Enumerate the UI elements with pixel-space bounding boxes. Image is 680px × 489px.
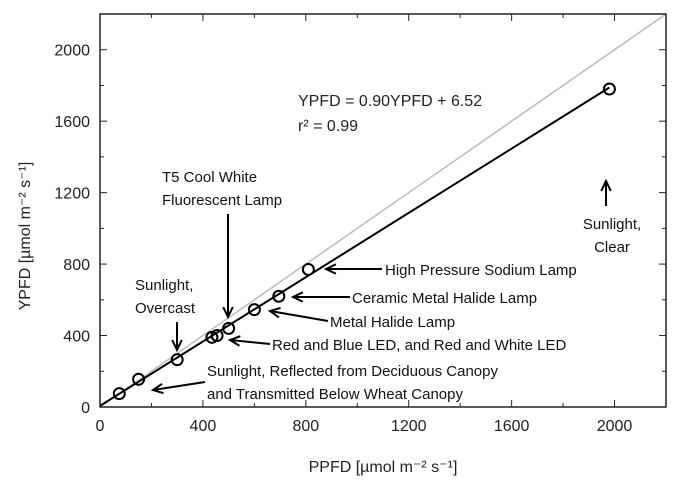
arrowhead-icon: [222, 306, 234, 320]
annotation-text: Ceramic Metal Halide Lamp: [352, 290, 537, 307]
data-point: [602, 82, 616, 96]
arrowhead-icon: [323, 263, 337, 275]
annotation-arrow: [152, 381, 206, 391]
annotation-text: and Transmitted Below Wheat Canopy: [207, 386, 463, 403]
annotation-text: Sunlight,: [583, 216, 641, 233]
reference-line: [99, 13, 667, 408]
equation-label: YPFD = 0.90YPFD + 6.52: [298, 93, 482, 110]
annotation-text: Sunlight, Reflected from Deciduous Canop…: [207, 363, 498, 380]
x-tick-label: 1200: [391, 418, 427, 435]
y-tick-label: 1200: [54, 186, 90, 203]
annotation-text: Sunlight,: [135, 277, 193, 294]
annotation: Sunlight, Reflected from Deciduous Canop…: [150, 363, 498, 403]
x-tick-label: 1600: [494, 418, 530, 435]
annotation: Metal Halide Lamp: [267, 307, 455, 331]
arrowhead-icon: [267, 307, 281, 319]
x-tick-label: 800: [292, 418, 319, 435]
annotation: Sunlight, Clear: [583, 178, 641, 256]
annotation: Sunlight, Overcast: [135, 277, 196, 353]
data-point: [132, 372, 146, 386]
data-point: [222, 321, 236, 335]
y-axis-label: YPFD [µmol m⁻² s⁻¹]: [17, 162, 34, 311]
data-point: [112, 387, 126, 401]
arrowhead-icon: [290, 291, 304, 303]
r2-label: r² = 0.99: [298, 118, 358, 135]
data-point: [247, 303, 261, 317]
arrowhead-icon: [227, 335, 241, 347]
y-tick-label: 0: [81, 400, 90, 417]
annotation-text: Red and Blue LED, and Red and White LED: [272, 337, 567, 354]
arrowhead-icon: [150, 382, 164, 395]
annotation: T5 Cool White Fluorescent Lamp: [162, 169, 282, 320]
plot-frame: [99, 13, 667, 408]
data-point: [170, 353, 184, 367]
data-point: [210, 329, 224, 343]
y-tick-label: 800: [63, 257, 90, 274]
annotation-text: Overcast: [135, 300, 196, 317]
x-tick-label: 400: [190, 418, 217, 435]
annotation-text: High Pressure Sodium Lamp: [385, 262, 577, 279]
annotation-arrow: [229, 339, 271, 345]
annotation: Red and Blue LED, and Red and White LED: [227, 335, 567, 354]
annotation-arrow: [269, 310, 329, 322]
annotation-text: Clear: [594, 239, 630, 256]
fit-line: [99, 86, 610, 407]
arrowhead-icon: [171, 339, 183, 353]
arrowhead-icon: [600, 178, 612, 192]
y-tick-label: 1600: [54, 114, 90, 131]
x-tick-label: 2000: [597, 418, 633, 435]
y-tick-label: 2000: [54, 43, 90, 60]
x-tick-label: 0: [96, 418, 105, 435]
annotation: Ceramic Metal Halide Lamp: [290, 290, 537, 307]
data-point: [272, 289, 286, 303]
annotation-text: Metal Halide Lamp: [330, 314, 455, 331]
y-tick-label: 400: [63, 329, 90, 346]
data-point: [301, 262, 315, 276]
annotation-text: T5 Cool White: [162, 169, 257, 186]
annotation-text: Fluorescent Lamp: [162, 192, 282, 209]
x-axis-label: PPFD [µmol m⁻² s⁻¹]: [309, 459, 458, 476]
annotation: High Pressure Sodium Lamp: [323, 262, 577, 279]
